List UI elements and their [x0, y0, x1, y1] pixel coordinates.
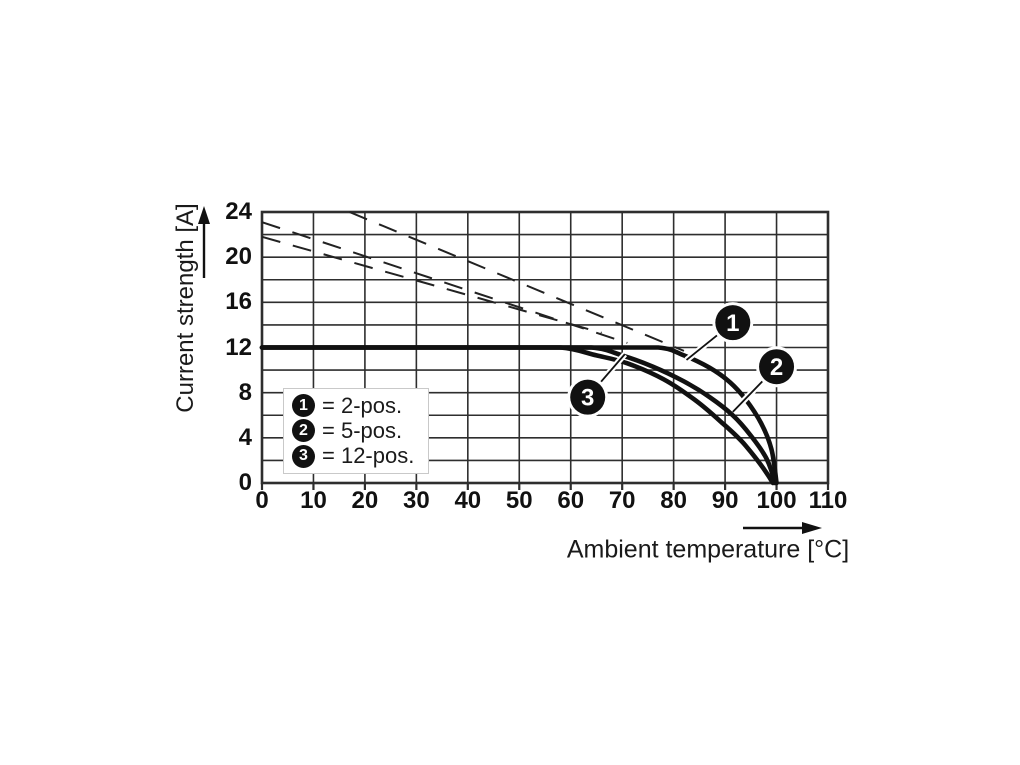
legend: 1 = 2-pos. 2 = 5-pos. 3 = 12-pos. — [283, 388, 429, 474]
y-tick-label-24: 24 — [225, 198, 252, 225]
solid-curves — [259, 345, 779, 486]
x-tick-label-100: 100 — [756, 487, 797, 514]
curve-badge-1: 1 — [712, 302, 754, 344]
curve-badge-2: 2 — [756, 346, 798, 388]
y-tick-label-0: 0 — [238, 469, 252, 496]
legend-symbol-3-icon: 3 — [292, 444, 315, 468]
y-tick-label-8: 8 — [238, 378, 252, 406]
x-tick-label-80: 80 — [660, 487, 687, 514]
y-axis-title: Current strength [A] — [172, 203, 199, 413]
y-tick-label-12: 12 — [225, 333, 252, 361]
x-tick-label-40: 40 — [454, 487, 482, 514]
curve-2-pos. — [259, 345, 779, 486]
x-tick-label-70: 70 — [608, 487, 636, 514]
svg-text:2: 2 — [770, 354, 783, 381]
x-axis-title: Ambient temperature [°C] — [566, 535, 850, 564]
x-tick-label-110: 110 — [808, 487, 848, 514]
x-tick-label-10: 10 — [300, 487, 327, 514]
x-tick-label-20: 20 — [351, 487, 379, 514]
svg-text:3: 3 — [581, 385, 594, 412]
y-tick-label-20: 20 — [225, 243, 252, 271]
curve-badge-3: 3 — [567, 376, 609, 418]
dashed-curves — [261, 211, 685, 352]
x-tick-label-30: 30 — [403, 487, 430, 514]
x-axis-arrow-icon — [743, 522, 822, 534]
legend-symbol-1-icon: 1 — [292, 394, 315, 418]
legend-item-label: = 12-pos. — [322, 443, 415, 469]
legend-item: 2 = 5-pos. — [292, 417, 420, 443]
curve-5-pos. — [259, 345, 778, 486]
badge-group: 1 2 3 — [567, 302, 798, 418]
curve-12-pos. — [259, 345, 776, 486]
x-tick-label-90: 90 — [711, 487, 739, 514]
x-tick-label-60: 60 — [557, 487, 585, 514]
x-tick-label-0: 0 — [255, 487, 269, 514]
legend-item-label: = 2-pos. — [322, 392, 403, 418]
y-axis-arrow-icon — [198, 206, 210, 278]
y-tick-label-16: 16 — [225, 288, 252, 316]
legend-item-label: = 5-pos. — [322, 417, 403, 443]
legend-item: 3 = 12-pos. — [292, 443, 420, 469]
x-tick-label-50: 50 — [505, 487, 533, 514]
legend-item: 1 = 2-pos. — [292, 392, 420, 418]
legend-symbol-2-icon: 2 — [292, 419, 315, 443]
svg-text:1: 1 — [726, 310, 739, 337]
y-tick-label-4: 4 — [238, 423, 252, 451]
